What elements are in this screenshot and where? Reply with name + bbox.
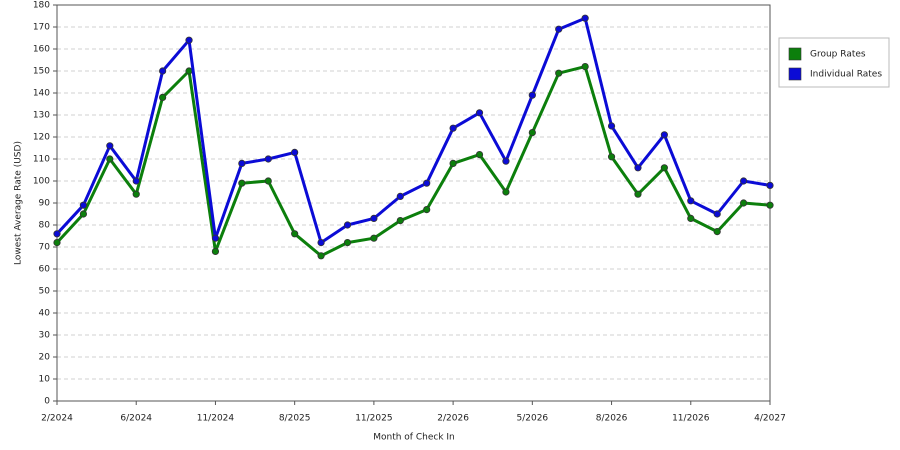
data-point: [79, 201, 88, 209]
data-point: [423, 179, 431, 187]
data-point: [317, 252, 325, 260]
data-point: [79, 210, 88, 218]
x-tick-label: 2/2026: [437, 414, 469, 424]
x-axis-label: Month of Check In: [373, 433, 455, 443]
data-point: [159, 67, 167, 75]
x-tick-label: 2/2024: [41, 414, 73, 424]
data-point: [555, 69, 563, 77]
data-point: [528, 129, 536, 137]
data-point: [581, 14, 589, 22]
series-line: [55, 65, 771, 258]
data-point: [291, 148, 299, 156]
data-point: [106, 155, 114, 163]
data-point: [634, 190, 642, 198]
y-tick-label: 10: [39, 375, 51, 385]
y-tick-label: 110: [33, 155, 50, 165]
y-tick-label: 140: [33, 89, 50, 99]
y-tick-label: 160: [33, 45, 50, 55]
data-point: [396, 192, 404, 200]
y-tick-label: 100: [33, 177, 50, 187]
data-point: [634, 164, 642, 172]
y-tick-label: 0: [44, 397, 50, 407]
data-point: [317, 239, 325, 247]
x-tick-label: 8/2026: [596, 414, 628, 424]
data-point: [475, 109, 484, 117]
y-tick-label: 20: [39, 353, 51, 363]
data-point: [264, 177, 272, 185]
x-tick-label: 11/2026: [672, 414, 710, 424]
data-point: [238, 159, 246, 167]
data-point: [660, 131, 668, 139]
legend-swatch: [788, 47, 802, 61]
data-point: [370, 214, 378, 222]
data-point: [423, 206, 431, 214]
y-tick-label: 150: [33, 67, 50, 77]
y-axis-label: Lowest Average Rate (USD): [14, 141, 24, 265]
data-point: [528, 91, 536, 99]
data-point: [475, 151, 484, 159]
data-point: [185, 67, 193, 75]
y-tick-label: 40: [39, 309, 51, 319]
data-point: [53, 230, 61, 238]
x-tick-label: 6/2024: [120, 414, 152, 424]
legend-label: Group Rates: [810, 50, 866, 60]
data-point: [238, 179, 246, 187]
data-point: [211, 247, 220, 255]
data-point: [660, 164, 668, 172]
y-tick-label: 180: [33, 1, 50, 11]
x-tick-label: 4/2027: [754, 414, 786, 424]
data-point: [449, 124, 457, 132]
data-point: [555, 25, 563, 33]
data-point: [766, 181, 774, 189]
y-tick-label: 170: [33, 23, 50, 33]
y-tick-label: 50: [39, 287, 51, 297]
y-tick-label: 120: [33, 133, 50, 143]
data-point: [132, 177, 140, 185]
data-point: [502, 188, 510, 196]
data-point: [713, 228, 721, 236]
y-tick-label: 90: [39, 199, 51, 209]
y-tick-label: 80: [39, 221, 51, 231]
data-point: [739, 199, 748, 207]
y-tick-label: 70: [39, 243, 51, 253]
data-point: [607, 153, 616, 161]
data-point: [159, 93, 167, 102]
data-point: [211, 234, 220, 242]
data-point: [766, 201, 774, 209]
x-tick-label: 5/2026: [516, 414, 548, 424]
data-point: [687, 214, 695, 222]
data-point: [291, 230, 299, 238]
x-tick-label: 11/2025: [355, 414, 392, 424]
series-line: [55, 16, 771, 245]
data-point: [343, 221, 352, 229]
data-point: [713, 210, 721, 218]
data-point: [53, 239, 61, 247]
x-tick-label: 8/2025: [279, 414, 311, 424]
data-point: [607, 122, 616, 130]
data-point: [502, 157, 510, 165]
x-tick-label: 11/2024: [197, 414, 235, 424]
data-point: [106, 142, 114, 150]
y-tick-label: 30: [39, 331, 51, 341]
legend-swatch: [788, 67, 802, 81]
data-point: [739, 177, 748, 185]
data-point: [185, 36, 193, 44]
data-point: [581, 62, 589, 71]
data-point: [687, 197, 695, 205]
data-point: [449, 159, 457, 167]
data-point: [132, 190, 140, 198]
legend-label: Individual Rates: [810, 70, 882, 80]
data-point: [370, 234, 378, 242]
data-point: [264, 155, 272, 163]
data-point: [396, 217, 404, 225]
y-tick-label: 60: [39, 265, 51, 275]
data-point: [343, 239, 352, 247]
y-tick-label: 130: [33, 111, 50, 121]
